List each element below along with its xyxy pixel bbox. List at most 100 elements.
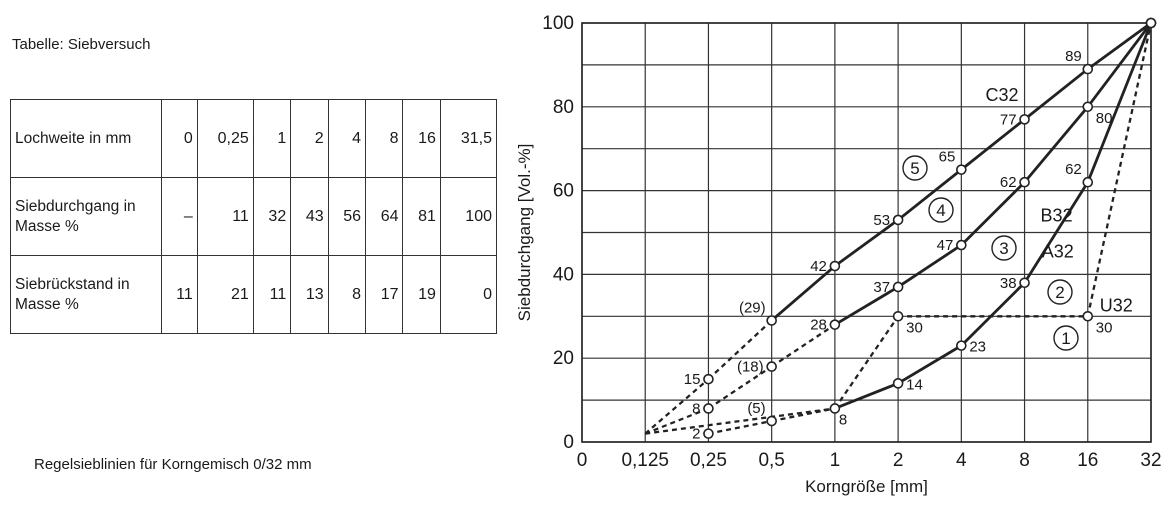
data-point <box>956 239 967 251</box>
table-cell: 0 <box>161 99 198 178</box>
plot-frame <box>581 22 1152 443</box>
table-cell: 8 <box>365 99 404 178</box>
row-label: Siebdurchgang in Masse % <box>10 177 162 256</box>
zone-marker <box>1053 325 1079 351</box>
row-label: Lochweite in mm <box>10 99 162 178</box>
x-tick-label: 0,25 <box>690 450 727 471</box>
data-label: 30 <box>906 319 923 336</box>
y-tick-label: 0 <box>563 432 574 453</box>
x-tick-label: 1 <box>830 450 841 471</box>
data-point <box>1082 63 1094 75</box>
curve-A32-segment <box>834 382 899 410</box>
curve-A32-segment <box>897 344 963 385</box>
curve-name-C32: C32 <box>986 85 1019 105</box>
table-cell: 1 <box>252 99 292 178</box>
table-row-residue: Siebrückstand in Masse % 11 21 11 13 8 1… <box>10 255 498 334</box>
table-cell: 0 <box>439 255 498 334</box>
curve-C32-segment <box>897 168 963 222</box>
data-point <box>956 164 967 175</box>
x-tick-label: 4 <box>956 450 967 471</box>
curve-C32-segment <box>1023 67 1089 121</box>
data-label: 8 <box>839 411 847 428</box>
curve-A32-segment <box>960 281 1026 347</box>
curve-B32-segment <box>1086 22 1153 108</box>
data-label: 30 <box>1096 319 1113 336</box>
zone-number: 5 <box>910 159 919 178</box>
data-point <box>1145 17 1157 29</box>
curve-C32-segment <box>960 118 1026 171</box>
table-cell: 11 <box>161 255 198 334</box>
curve-A32-segment <box>771 407 836 423</box>
x-tick-label: 0,5 <box>758 450 784 471</box>
data-label: (29) <box>739 299 766 316</box>
curve-name-B32: B32 <box>1041 206 1073 226</box>
data-point <box>703 403 714 414</box>
sieve-test-table: Lochweite in mm 0 0,25 1 2 4 8 16 31,5 S… <box>10 99 498 334</box>
data-label: 2 <box>692 426 700 443</box>
data-label: 62 <box>1065 161 1082 178</box>
row-label: Siebrückstand in Masse % <box>10 255 162 334</box>
data-point <box>766 315 777 326</box>
table-row-mesh-size: Lochweite in mm 0 0,25 1 2 4 8 16 31,5 <box>10 99 498 178</box>
curve-B32-segment <box>897 243 963 289</box>
y-tick-label: 60 <box>553 181 574 202</box>
data-label: (18) <box>737 359 764 376</box>
data-point <box>829 403 841 414</box>
data-label: (5) <box>747 400 765 417</box>
curve-U32-segment <box>833 315 900 410</box>
curve-name-A32: A32 <box>1042 242 1074 262</box>
table-cell: – <box>161 177 198 256</box>
data-point <box>766 361 777 372</box>
y-axis-label: Siebdurchgang [Vol.-%] <box>515 144 534 322</box>
data-label: 28 <box>810 317 827 334</box>
x-tick-label: 0,125 <box>621 450 669 471</box>
y-tick-label: 100 <box>542 13 574 34</box>
data-point <box>1019 176 1030 188</box>
table-cell: 56 <box>327 177 367 256</box>
data-point <box>892 378 904 389</box>
curve-extension-line <box>644 407 709 435</box>
data-label: 47 <box>937 237 954 254</box>
y-tick-label: 20 <box>553 348 574 369</box>
data-label: 15 <box>684 371 701 388</box>
table-cell: 11 <box>252 255 292 334</box>
zone-marker <box>991 235 1017 261</box>
data-label: 77 <box>1000 111 1017 128</box>
table-cell: 64 <box>365 177 404 256</box>
table-cell: 81 <box>402 177 441 256</box>
data-point <box>829 260 841 272</box>
data-point <box>1019 277 1030 289</box>
zone-marker <box>928 197 954 223</box>
zone-marker <box>1047 279 1073 305</box>
data-point <box>1082 176 1094 188</box>
data-point <box>892 214 904 226</box>
data-label: 89 <box>1065 48 1082 65</box>
x-tick-label: 16 <box>1077 450 1098 471</box>
data-label: 38 <box>1000 275 1017 292</box>
table-cell: 21 <box>196 255 254 334</box>
data-point <box>1082 310 1094 322</box>
data-point <box>892 281 904 293</box>
curve-C32-segment <box>1086 21 1152 71</box>
y-tick-label: 40 <box>553 264 574 285</box>
data-label: 53 <box>873 212 890 229</box>
zone-number: 1 <box>1061 329 1070 348</box>
table-cell: 43 <box>290 177 329 256</box>
y-tick-label: 80 <box>553 97 574 118</box>
x-tick-label: 0 <box>577 450 588 471</box>
table-cell: 13 <box>290 255 329 334</box>
curve-C32-segment <box>834 218 899 268</box>
table-row-passing: Siebdurchgang in Masse % – 11 32 43 56 6… <box>10 177 498 256</box>
data-label: 62 <box>1000 174 1017 191</box>
data-label: 14 <box>906 376 923 393</box>
data-point <box>956 340 967 351</box>
curve-A32-segment <box>708 419 772 435</box>
data-label: 23 <box>969 339 986 356</box>
data-point <box>892 310 904 322</box>
data-point <box>1019 114 1030 125</box>
curve-name-U32: U32 <box>1100 296 1133 316</box>
curve-C32-segment <box>770 264 836 322</box>
x-tick-label: 2 <box>893 450 904 471</box>
data-label: 37 <box>873 279 890 296</box>
